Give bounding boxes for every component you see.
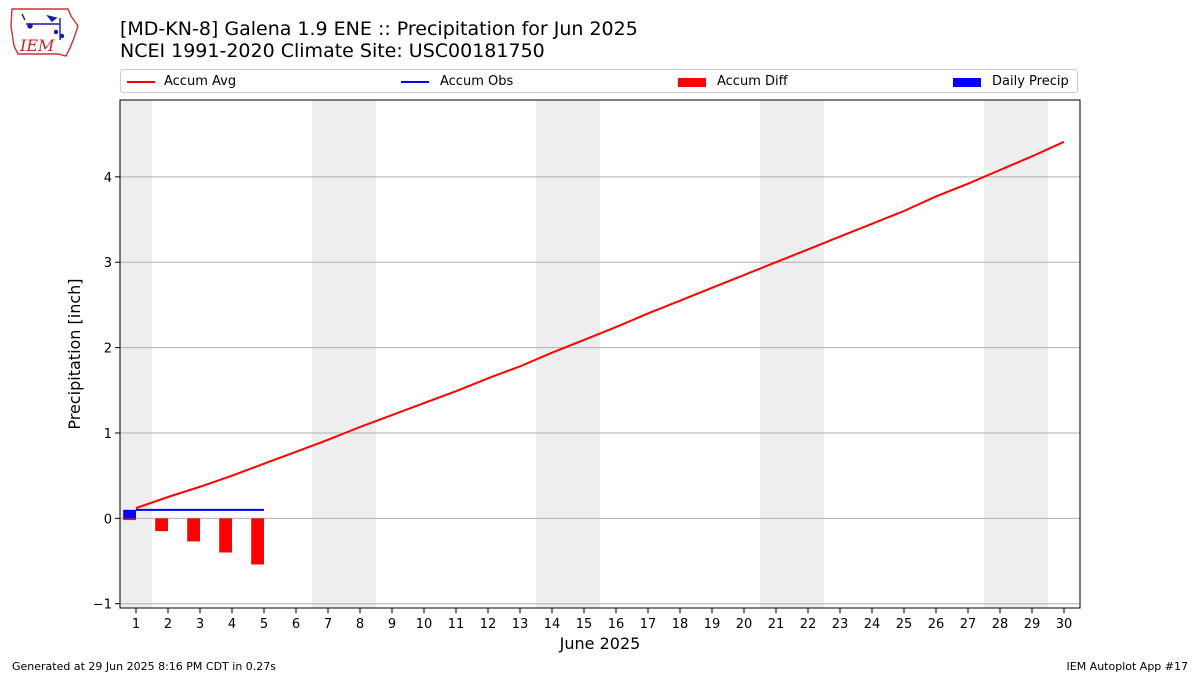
x-tick-label: 3 bbox=[196, 617, 204, 632]
legend-label-daily-precip: Daily Precip bbox=[992, 74, 1069, 89]
y-tick-label: −1 bbox=[93, 598, 112, 613]
x-tick-label: 1 bbox=[132, 617, 140, 632]
daily-precip-bar bbox=[123, 509, 136, 519]
accum-diff-bar bbox=[187, 518, 200, 542]
weekend-shade-day-1 bbox=[120, 100, 152, 608]
x-tick-label: 27 bbox=[960, 617, 977, 632]
x-tick-label: 28 bbox=[992, 617, 1009, 632]
y-tick-label: 4 bbox=[104, 171, 112, 186]
x-tick-label: 25 bbox=[896, 617, 913, 632]
x-tick-label: 14 bbox=[544, 617, 561, 632]
weekend-shade-day-8 bbox=[344, 100, 376, 608]
x-axis-label: June 2025 bbox=[559, 634, 641, 653]
chart-title: [MD-KN-8] Galena 1.9 ENE :: Precipitatio… bbox=[120, 18, 638, 40]
accum-diff-bar bbox=[251, 518, 264, 565]
weekend-shade-day-28 bbox=[984, 100, 1016, 608]
x-tick-label: 10 bbox=[416, 617, 433, 632]
bars bbox=[123, 509, 264, 565]
x-tick-label: 29 bbox=[1024, 617, 1041, 632]
x-tick-label: 17 bbox=[640, 617, 657, 632]
x-tick-label: 24 bbox=[864, 617, 881, 632]
x-tick-label: 26 bbox=[928, 617, 945, 632]
legend-swatch-accum-obs bbox=[401, 81, 429, 83]
footer-generated-text: Generated at 29 Jun 2025 8:16 PM CDT in … bbox=[12, 660, 277, 673]
footer-app-text: IEM Autoplot App #17 bbox=[1066, 660, 1189, 673]
x-tick-label: 4 bbox=[228, 617, 236, 632]
x-tick-label: 21 bbox=[768, 617, 785, 632]
y-tick-label: 0 bbox=[104, 512, 112, 527]
x-tick-label: 5 bbox=[260, 617, 268, 632]
y-tick-label: 1 bbox=[104, 427, 112, 442]
y-tick-label: 3 bbox=[104, 256, 112, 271]
y-axis-label: Precipitation [inch] bbox=[65, 278, 84, 429]
weekend-shade-day-15 bbox=[568, 100, 600, 608]
x-tick-label: 20 bbox=[736, 617, 753, 632]
x-tick-label: 11 bbox=[448, 617, 465, 632]
legend-swatch-accum-avg bbox=[127, 81, 155, 83]
weekend-shade-day-29 bbox=[1016, 100, 1048, 608]
accum-avg-line bbox=[135, 140, 1065, 510]
legend-swatch-accum-diff bbox=[678, 78, 706, 87]
y-tick-label: 2 bbox=[104, 342, 112, 357]
x-tick-label: 7 bbox=[324, 617, 332, 632]
legend-swatch-daily-precip bbox=[953, 78, 981, 87]
legend-label-accum-diff: Accum Diff bbox=[717, 74, 788, 89]
legend: Accum Avg Accum Obs Accum Diff Daily Pre… bbox=[120, 69, 1078, 93]
logo-text: IEM bbox=[19, 36, 55, 55]
state-outline-icon bbox=[10, 8, 79, 57]
x-tick-label: 15 bbox=[576, 617, 593, 632]
legend-label-accum-obs: Accum Obs bbox=[440, 74, 514, 89]
x-tick-label: 18 bbox=[672, 617, 689, 632]
weekend-shade-day-21 bbox=[760, 100, 792, 608]
iem-logo: IEM bbox=[10, 8, 79, 57]
plot-frame bbox=[119, 99, 1081, 609]
accum-diff-bar bbox=[123, 518, 136, 521]
x-tick-label: 16 bbox=[608, 617, 625, 632]
weather-station-icon bbox=[21, 13, 65, 40]
x-tick-label: 8 bbox=[356, 617, 364, 632]
weekend-shade-day-22 bbox=[792, 100, 824, 608]
x-tick-label: 22 bbox=[800, 617, 817, 632]
x-tick-label: 13 bbox=[512, 617, 529, 632]
gridlines bbox=[120, 176, 1080, 605]
x-tick-label: 12 bbox=[480, 617, 497, 632]
x-tick-label: 9 bbox=[388, 617, 396, 632]
weekend-shade-day-7 bbox=[312, 100, 344, 608]
x-tick-label: 19 bbox=[704, 617, 721, 632]
weekend-shading bbox=[120, 100, 1048, 608]
x-tick-label: 2 bbox=[164, 617, 172, 632]
accum-diff-bar bbox=[155, 518, 168, 532]
x-tick-label: 6 bbox=[292, 617, 300, 632]
legend-label-accum-avg: Accum Avg bbox=[164, 74, 237, 89]
lines bbox=[135, 140, 1065, 511]
weekend-shade-day-14 bbox=[536, 100, 568, 608]
x-tick-label: 23 bbox=[832, 617, 849, 632]
chart-subtitle: NCEI 1991-2020 Climate Site: USC00181750 bbox=[120, 40, 545, 62]
accum-diff-bar bbox=[219, 518, 232, 553]
x-tick-label: 30 bbox=[1056, 617, 1073, 632]
